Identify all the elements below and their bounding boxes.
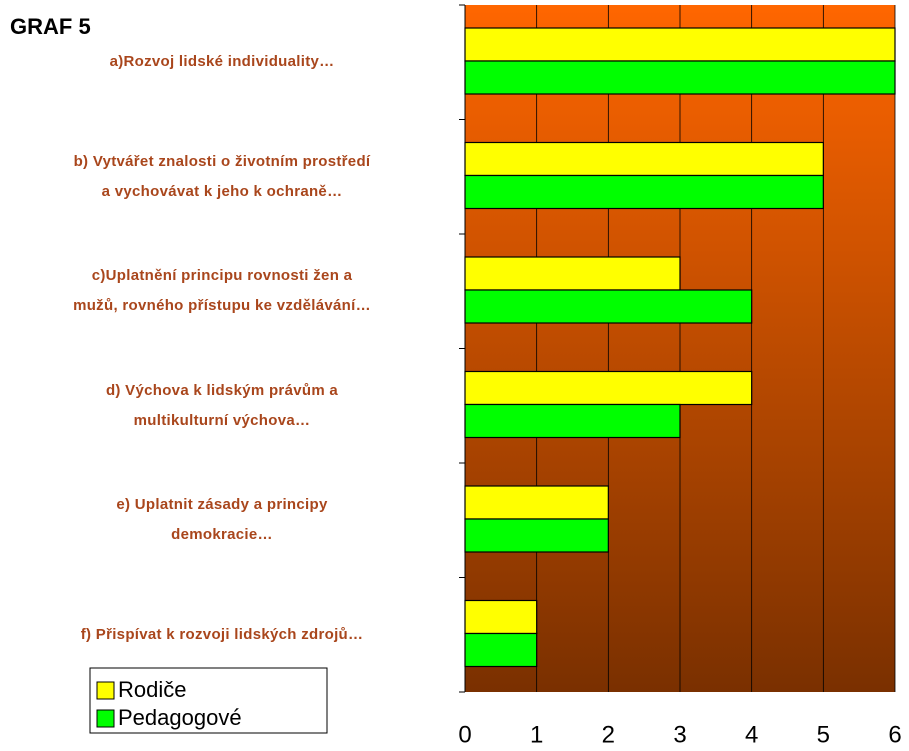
bar — [464, 632, 538, 668]
category-label: b) Vytvářet znalosti o životním prostřed… — [73, 152, 371, 200]
bar — [464, 256, 681, 291]
category-label: e) Uplatnit zásady a principy demokracie… — [116, 496, 328, 544]
legend-label: Rodiče — [118, 677, 186, 702]
category-label: f) Přispívat k rozvoji lidských zdrojů… — [80, 625, 364, 643]
x-tick-label: 2 — [602, 721, 615, 748]
bar — [464, 485, 609, 520]
bar — [464, 141, 824, 177]
bar — [464, 518, 609, 553]
bar — [464, 174, 824, 210]
bar — [464, 599, 538, 635]
bar — [464, 60, 896, 95]
chart-title: GRAF 5 — [10, 14, 91, 39]
category-label: a)Rozvoj lidské individuality… — [109, 53, 335, 71]
x-tick-label: 4 — [745, 721, 758, 748]
x-tick-label: 6 — [888, 721, 901, 748]
bar — [464, 370, 753, 406]
bar — [464, 27, 896, 62]
category-label: d) Výchova k lidským právům a multikultu… — [105, 381, 339, 429]
bar — [464, 289, 753, 324]
legend-swatch — [96, 681, 115, 700]
bar — [464, 403, 681, 439]
x-tick-label: 1 — [530, 721, 543, 748]
x-tick-label: 5 — [817, 721, 830, 748]
legend-swatch — [96, 709, 115, 728]
category-label: c)Uplatnění principu rovnosti žen a mužů… — [73, 267, 371, 315]
x-tick-label: 3 — [673, 721, 686, 748]
legend — [89, 667, 328, 734]
legend-label: Pedagogové — [118, 705, 242, 730]
x-tick-label: 0 — [458, 721, 471, 748]
